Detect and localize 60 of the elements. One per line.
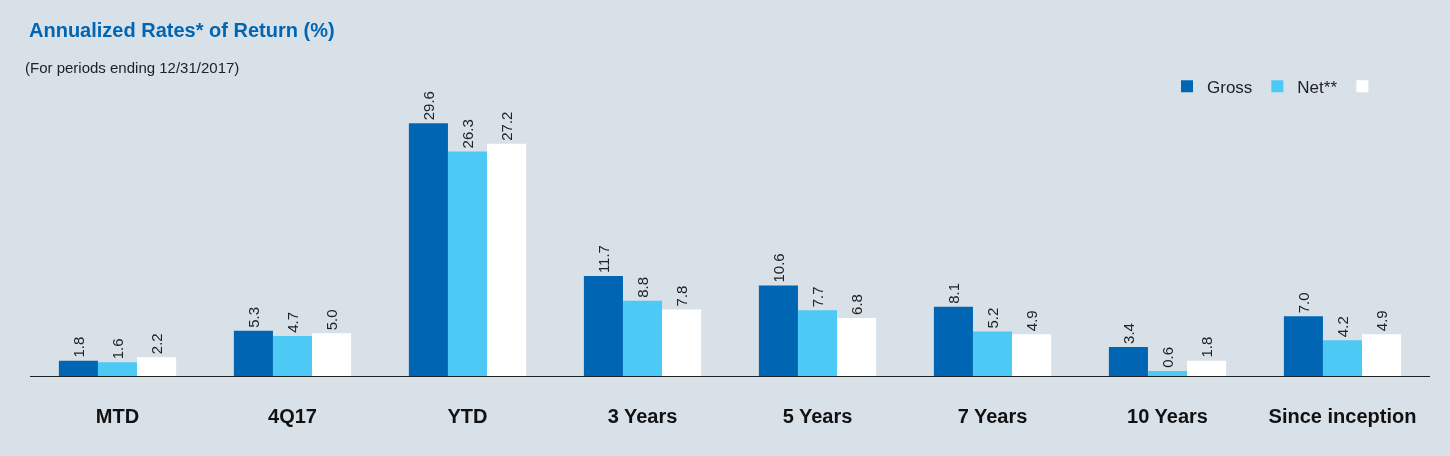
data-label: 2.2 [148, 333, 166, 355]
bar [837, 317, 877, 376]
x-tick-label: YTD [447, 405, 488, 427]
data-label: 5.3 [244, 306, 262, 328]
data-label: 6.8 [848, 294, 866, 315]
x-tick-label: 7 Years [957, 405, 1028, 427]
x-tick-label: 3 Years [607, 405, 678, 427]
bar [408, 123, 448, 376]
data-label: 4.2 [1334, 316, 1351, 338]
bar [312, 333, 352, 376]
data-label: 5.0 [323, 309, 341, 331]
data-label: 27.2 [498, 111, 516, 141]
bar [97, 362, 138, 376]
data-label: 0.6 [1159, 347, 1176, 368]
chart-title: Annualized Rates* of Return (%) [29, 18, 335, 41]
data-label: 7.7 [809, 286, 826, 308]
bar [272, 335, 313, 376]
bar [487, 143, 527, 376]
bar [622, 300, 663, 376]
bar [1108, 346, 1148, 376]
data-label: 1.8 [69, 336, 87, 358]
data-label: 4.9 [1023, 310, 1041, 332]
bar [137, 357, 177, 376]
bar [1147, 370, 1188, 376]
bar [1012, 334, 1052, 376]
bar [1322, 340, 1363, 376]
data-label: 4.9 [1373, 310, 1391, 332]
legend-label: Gross [1207, 77, 1253, 97]
bar [1187, 360, 1227, 376]
data-label: 1.8 [1198, 336, 1216, 358]
bar [933, 306, 973, 376]
data-label: 8.1 [944, 282, 962, 304]
legend-label: Net** [1297, 77, 1338, 97]
x-tick-label: 10 Years [1127, 405, 1208, 427]
x-tick-label: 5 Years [782, 405, 853, 427]
data-label: 1.6 [109, 338, 126, 360]
data-label: 8.8 [634, 277, 651, 298]
bar [233, 330, 273, 376]
bar [1362, 334, 1402, 376]
bar [58, 360, 98, 376]
data-label: 4.7 [284, 312, 301, 333]
data-label: 3.4 [1119, 323, 1137, 344]
bar [972, 331, 1013, 376]
bar [1283, 316, 1323, 376]
data-label: 26.3 [459, 119, 476, 149]
x-tick-label: MTD [95, 405, 140, 427]
data-label: 7.8 [673, 285, 691, 307]
data-label: 29.6 [419, 91, 437, 121]
bar [583, 276, 623, 376]
x-tick-label: Since inception [1268, 405, 1417, 427]
data-label: 7.0 [1294, 292, 1312, 314]
bar [447, 151, 488, 376]
data-label: 5.2 [984, 307, 1001, 329]
bar [758, 285, 798, 376]
x-tick-label: 4Q17 [268, 405, 317, 427]
data-label: 11.7 [594, 245, 612, 274]
bar [797, 310, 838, 376]
data-label: 10.6 [769, 253, 787, 283]
chart-subtitle: (For periods ending 12/31/2017) [25, 59, 240, 76]
bar [662, 309, 702, 376]
